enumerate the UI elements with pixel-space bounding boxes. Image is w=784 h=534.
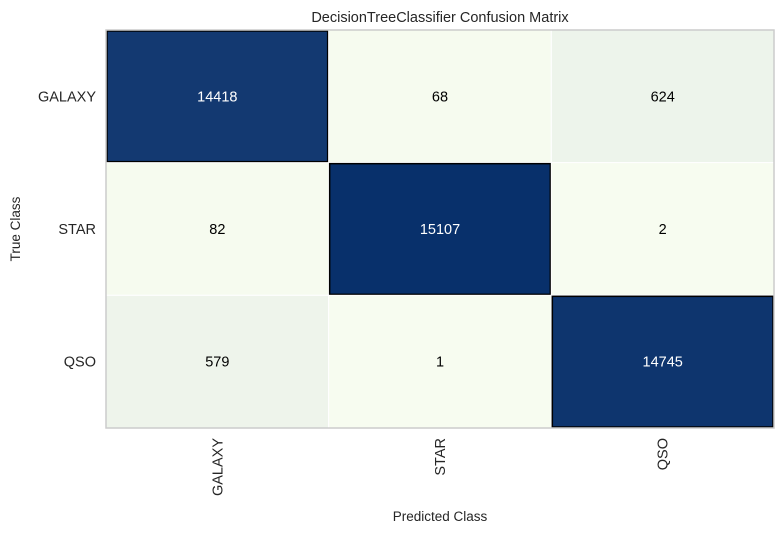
heatmap-cells: [105, 29, 775, 429]
heatmap-cell: [550, 162, 775, 296]
x-tick-label: STAR: [433, 438, 449, 476]
x-tick-labels: GALAXY STAR QSO: [210, 438, 671, 496]
heatmap-cell: [105, 294, 330, 429]
diagonal-cell-border: [328, 162, 552, 296]
y-tick-label: STAR: [58, 222, 96, 238]
diagonal-cell-border: [106, 30, 329, 163]
y-tick-label: QSO: [64, 355, 96, 371]
heatmap-cell-labels: 14418 68 624 82 15107 2 579 1 14745: [197, 89, 683, 370]
cell-value-label: 68: [432, 89, 448, 105]
y-tick-labels: GALAXY STAR QSO: [38, 89, 96, 370]
heatmap-cell: [550, 294, 775, 429]
cell-value-label: 579: [205, 355, 229, 371]
chart-title: DecisionTreeClassifier Confusion Matrix: [311, 10, 569, 26]
x-axis-label: Predicted Class: [393, 509, 488, 524]
diagonal-cell-border: [551, 295, 774, 428]
y-tick-label: GALAXY: [38, 89, 96, 105]
heatmap-cell: [328, 294, 552, 429]
cell-value-label: 82: [209, 222, 225, 238]
heatmap-cell: [328, 29, 552, 164]
cell-value-label: 2: [659, 222, 667, 238]
y-axis-label: True Class: [8, 196, 23, 261]
cell-value-label: 14418: [197, 89, 237, 105]
x-tick-label: QSO: [656, 438, 672, 470]
heatmap-cell: [105, 29, 330, 164]
cell-value-label: 14745: [643, 355, 683, 371]
x-tick-label: GALAXY: [210, 438, 226, 496]
cell-value-label: 15107: [420, 222, 460, 238]
plot-frame: [105, 29, 775, 429]
cell-value-label: 1: [436, 355, 444, 371]
cell-value-label: 624: [651, 89, 675, 105]
